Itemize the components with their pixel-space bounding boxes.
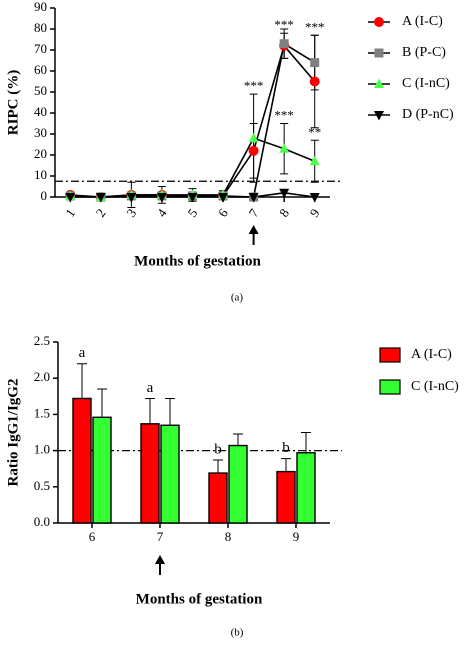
error-bar (213, 459, 223, 474)
bar (72, 397, 92, 524)
data-point (279, 188, 290, 199)
error-bar (97, 388, 107, 418)
legend-marker (374, 78, 384, 88)
y-tick-label: 1.5 (34, 405, 50, 420)
bar (160, 424, 180, 524)
legend-swatch (379, 379, 401, 395)
error-bar (281, 458, 291, 472)
data-point (309, 155, 320, 166)
data-point (126, 193, 137, 203)
error-bar (165, 397, 175, 426)
x-axis-label: Months of gestation (134, 253, 261, 269)
significance-label: a (79, 345, 86, 361)
legend-marker (374, 17, 384, 27)
y-tick-label: 90 (34, 0, 47, 14)
y-tick-label: 0.0 (34, 514, 50, 529)
y-tick-label: 0 (41, 188, 48, 203)
x-tick-label: 7 (157, 529, 164, 544)
data-point (309, 76, 320, 87)
significance-label: *** (244, 78, 264, 93)
data-point (218, 193, 229, 203)
legend-label: B (P-C) (402, 45, 446, 60)
y-tick-label: 20 (34, 146, 47, 161)
y-axis-label: Ratio IgG1/IgG2 (5, 379, 21, 487)
x-tick-label: 1 (62, 206, 78, 220)
data-point (156, 193, 167, 203)
arrow-head (155, 555, 165, 564)
x-tick-label: 2 (93, 206, 109, 220)
x-tick-label: 8 (276, 206, 292, 220)
legend-label: A (I-C) (411, 347, 452, 362)
y-tick-label: 10 (34, 167, 47, 182)
significance-label: ** (308, 124, 321, 139)
legend-label: A (I-C) (402, 14, 443, 29)
y-tick-label: 60 (34, 62, 47, 77)
x-tick-label: 6 (89, 529, 96, 544)
y-tick-label: 50 (34, 83, 47, 98)
x-tick-label: 5 (184, 206, 200, 220)
bar (276, 470, 296, 524)
x-tick-label: 6 (215, 205, 231, 219)
data-point (310, 58, 320, 68)
legend-label: D (P-nC) (402, 107, 454, 122)
data-point (248, 132, 259, 143)
data-point (279, 39, 289, 49)
legend-marker (374, 111, 384, 121)
significance-label: *** (274, 107, 294, 122)
caption: (a) (231, 292, 244, 304)
x-tick-label: 9 (307, 206, 323, 220)
y-tick-label: 30 (34, 125, 47, 140)
bar (92, 416, 112, 524)
data-point (309, 193, 320, 203)
error-bar (233, 433, 243, 446)
significance-label: b (214, 441, 222, 457)
error-bar (77, 363, 87, 399)
y-axis-label: RIPC (%) (5, 70, 21, 135)
data-point (65, 193, 76, 203)
significance-label: b (282, 440, 290, 456)
y-tick-label: 2.5 (34, 333, 50, 348)
x-tick-label: 9 (293, 529, 300, 544)
y-tick-label: 2.0 (34, 369, 50, 384)
x-tick-label: 4 (154, 205, 170, 219)
y-tick-label: 40 (34, 104, 47, 119)
x-tick-label: 8 (225, 529, 232, 544)
data-point (248, 193, 259, 203)
y-tick-label: 0.5 (34, 478, 50, 493)
bar (140, 423, 160, 524)
legend-swatch (379, 347, 401, 363)
error-bar (145, 397, 155, 424)
x-tick-label: 7 (245, 205, 261, 219)
data-point (279, 143, 290, 153)
error-bar (301, 432, 311, 453)
legend-label: C (I-nC) (411, 379, 459, 394)
y-tick-label: 70 (34, 41, 47, 56)
bar (228, 444, 248, 524)
x-axis-label: Months of gestation (136, 591, 263, 607)
significance-label: *** (305, 19, 325, 34)
data-point (248, 145, 259, 156)
data-point (187, 193, 198, 203)
arrow-head (248, 225, 259, 234)
significance-label: a (147, 380, 154, 396)
bar (296, 452, 316, 524)
data-point (95, 193, 106, 203)
significance-label: *** (274, 17, 294, 32)
y-tick-label: 80 (34, 20, 47, 35)
y-tick-label: 1.0 (34, 442, 50, 457)
legend-label: C (I-nC) (402, 76, 450, 91)
caption: (b) (231, 627, 244, 639)
bar (208, 472, 228, 524)
legend-marker (374, 48, 384, 58)
